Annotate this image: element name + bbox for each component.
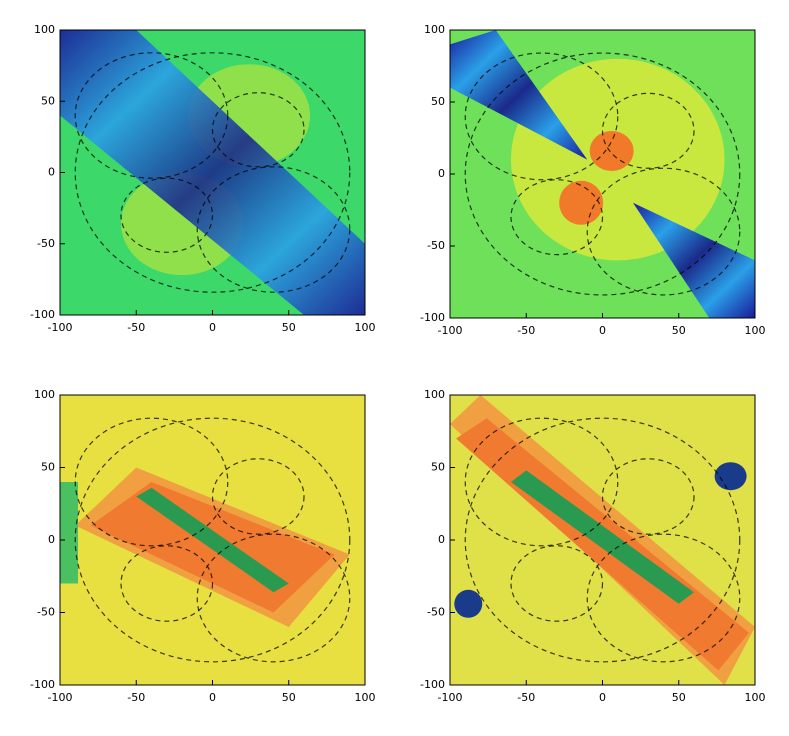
x-tick-label: 100 [355, 321, 376, 334]
contour-line [74, 417, 229, 547]
x-tick-label: 50 [282, 321, 296, 334]
contour-line [510, 179, 604, 256]
field-band [136, 487, 289, 593]
y-tick-label: -100 [420, 678, 445, 691]
x-tick-label: -50 [127, 691, 145, 704]
y-tick-label: 100 [424, 23, 445, 36]
contour-line [196, 533, 351, 663]
contour-line [464, 52, 741, 296]
x-tick-label: 0 [209, 691, 216, 704]
x-tick-label: 100 [355, 691, 376, 704]
plot-area [60, 395, 365, 685]
y-tick-label: 0 [48, 166, 55, 179]
y-tick-label: 100 [34, 23, 55, 36]
y-tick-label: -50 [37, 606, 55, 619]
contour-line [196, 166, 351, 293]
y-tick-label: 50 [41, 94, 55, 107]
plot-area [450, 30, 755, 318]
field-blob [714, 462, 747, 491]
x-tick-label: -100 [438, 324, 463, 337]
field-blob [589, 130, 634, 171]
contour-line [464, 417, 619, 547]
field-blob [454, 589, 483, 618]
contour-line [586, 167, 741, 296]
contour-line [211, 92, 305, 168]
contour-line [601, 458, 695, 535]
x-tick-label: -100 [48, 321, 73, 334]
contour-line [74, 52, 229, 179]
y-tick-label: 0 [48, 533, 55, 546]
x-tick-label: -50 [517, 324, 535, 337]
contour-line [586, 533, 741, 663]
x-tick-label: 0 [599, 324, 606, 337]
contour-line [74, 417, 351, 663]
x-tick-label: -100 [438, 691, 463, 704]
contour-line [510, 545, 604, 622]
field-band [450, 30, 588, 160]
field-edge [60, 482, 78, 584]
y-tick-label: 50 [431, 95, 445, 108]
contour-line [120, 177, 214, 253]
x-tick-label: 0 [599, 691, 606, 704]
field-band [633, 202, 755, 318]
x-tick-label: -50 [517, 691, 535, 704]
y-tick-label: -50 [427, 239, 445, 252]
y-tick-label: 0 [438, 533, 445, 546]
field-blob [559, 180, 604, 225]
y-tick-label: -100 [30, 678, 55, 691]
contour-line [601, 92, 695, 169]
x-tick-label: -50 [127, 321, 145, 334]
y-tick-label: 100 [34, 388, 55, 401]
field-band [60, 30, 365, 315]
x-tick-label: -100 [48, 691, 73, 704]
y-tick-label: 50 [431, 461, 445, 474]
x-tick-label: 100 [745, 324, 766, 337]
x-tick-label: 50 [672, 324, 686, 337]
plot-area [450, 395, 755, 685]
y-tick-label: -100 [420, 311, 445, 324]
contour-line [120, 545, 214, 622]
y-tick-label: -50 [427, 606, 445, 619]
y-tick-label: 0 [438, 167, 445, 180]
contour-line [464, 417, 741, 663]
y-tick-label: -100 [30, 308, 55, 321]
y-tick-label: 100 [424, 388, 445, 401]
contour-line [74, 52, 351, 293]
x-tick-label: 50 [282, 691, 296, 704]
contour-line [211, 458, 305, 535]
x-tick-label: 0 [209, 321, 216, 334]
y-tick-label: -50 [37, 237, 55, 250]
contour-line [464, 52, 619, 181]
field-band [511, 470, 694, 604]
x-tick-label: 100 [745, 691, 766, 704]
y-tick-label: 50 [41, 461, 55, 474]
plot-area [60, 30, 365, 315]
x-tick-label: 50 [672, 691, 686, 704]
